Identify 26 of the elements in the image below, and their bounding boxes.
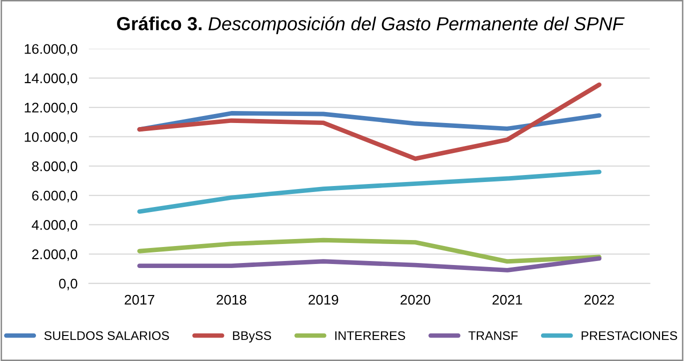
y-tick-label: 16.000,0 xyxy=(24,44,78,56)
x-tick-label: 2022 xyxy=(584,294,614,305)
x-tick-label: 2018 xyxy=(216,294,246,305)
legend-label: BBySS xyxy=(233,331,272,343)
legend-label: PRESTACIONES xyxy=(582,331,678,340)
y-tick-label: 14.000,0 xyxy=(24,73,78,85)
y-tick-label: 0,0 xyxy=(59,278,78,290)
chart-subtitle: Descomposición del Gasto Permanente del SPNF xyxy=(208,16,625,34)
line-series xyxy=(137,256,602,272)
legend-label: INTERERES xyxy=(335,331,406,340)
x-tick-label: 2021 xyxy=(492,294,522,305)
line-series xyxy=(137,170,602,214)
x-tick-label: 2017 xyxy=(124,294,154,305)
y-tick-label: 8.000,0 xyxy=(32,161,78,173)
legend-label: TRANSF xyxy=(468,331,518,340)
x-tick-label: 2020 xyxy=(400,294,430,305)
y-tick-label: 12.000,0 xyxy=(24,102,78,114)
line-series xyxy=(137,82,602,161)
y-tick-label: 4.000,0 xyxy=(32,220,78,232)
line-series xyxy=(137,238,602,264)
y-tick-label: 2.000,0 xyxy=(32,249,78,261)
legend-label: SUELDOS SALARIOS xyxy=(44,331,169,340)
y-tick-label: 6.000,0 xyxy=(32,190,78,202)
x-tick-label: 2019 xyxy=(308,294,338,305)
y-tick-label: 10.000,0 xyxy=(24,132,78,144)
chart-title: Gráfico 3. xyxy=(117,16,202,30)
